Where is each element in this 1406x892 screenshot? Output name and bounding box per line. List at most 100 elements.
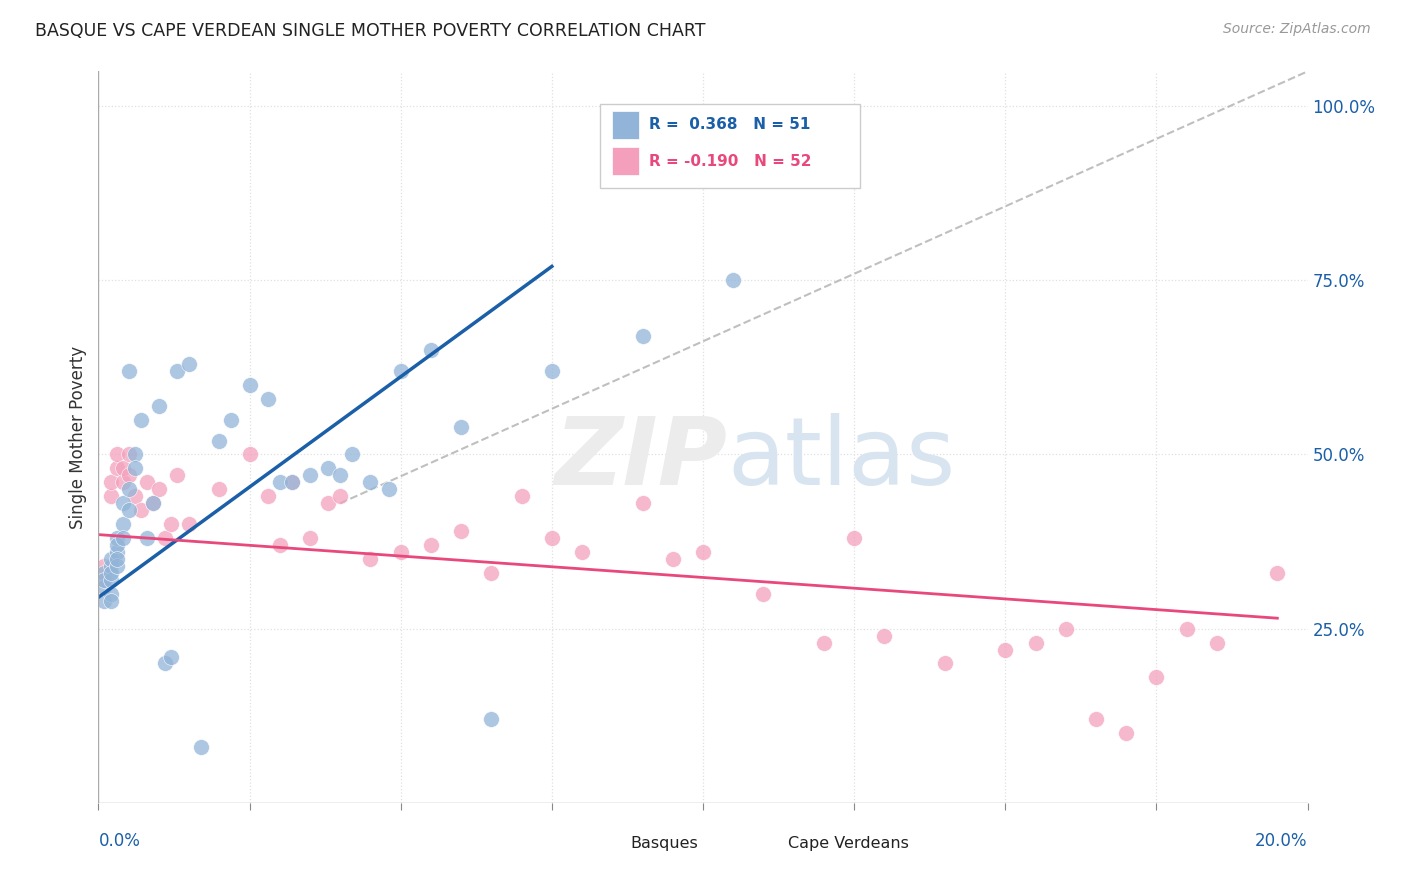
Point xyxy=(420,538,443,552)
Point xyxy=(1085,712,1108,726)
Point xyxy=(105,461,128,475)
Point xyxy=(389,364,412,378)
Point xyxy=(93,573,115,587)
Point xyxy=(153,531,176,545)
Point xyxy=(329,468,352,483)
Point xyxy=(105,531,128,545)
Point xyxy=(100,552,122,566)
Point xyxy=(342,448,364,462)
Text: atlas: atlas xyxy=(727,413,956,505)
Point xyxy=(420,343,443,357)
Point xyxy=(100,475,122,490)
Text: Cape Verdeans: Cape Verdeans xyxy=(787,836,908,851)
Point xyxy=(105,552,128,566)
Text: R = -0.190   N = 52: R = -0.190 N = 52 xyxy=(648,153,811,169)
Point xyxy=(1206,635,1229,649)
Point xyxy=(190,740,212,755)
Point xyxy=(93,594,115,608)
Point xyxy=(540,364,562,378)
Point xyxy=(135,475,157,490)
Point xyxy=(166,468,188,483)
Point xyxy=(100,587,122,601)
Point xyxy=(129,503,152,517)
Point xyxy=(269,538,291,552)
Point xyxy=(631,496,654,510)
Point xyxy=(540,531,562,545)
Point xyxy=(100,573,122,587)
Point xyxy=(389,545,412,559)
Point xyxy=(360,552,382,566)
FancyBboxPatch shape xyxy=(613,111,638,138)
Point xyxy=(844,531,866,545)
Y-axis label: Single Mother Poverty: Single Mother Poverty xyxy=(69,345,87,529)
Text: R =  0.368   N = 51: R = 0.368 N = 51 xyxy=(648,117,810,132)
Point xyxy=(93,558,115,573)
Point xyxy=(256,489,278,503)
FancyBboxPatch shape xyxy=(613,147,638,175)
Point xyxy=(100,489,122,503)
Point xyxy=(221,412,243,426)
Point xyxy=(160,517,183,532)
Point xyxy=(129,412,152,426)
Point xyxy=(111,461,134,475)
Point xyxy=(105,538,128,552)
Point xyxy=(239,448,262,462)
Point xyxy=(281,475,304,490)
Point xyxy=(934,657,956,671)
Point xyxy=(124,448,146,462)
Point xyxy=(723,273,745,287)
Point xyxy=(1267,566,1289,580)
Point xyxy=(256,392,278,406)
Point xyxy=(148,483,170,497)
Text: BASQUE VS CAPE VERDEAN SINGLE MOTHER POVERTY CORRELATION CHART: BASQUE VS CAPE VERDEAN SINGLE MOTHER POV… xyxy=(35,22,706,40)
Point xyxy=(148,399,170,413)
Point xyxy=(1175,622,1198,636)
Point xyxy=(179,357,201,371)
Point xyxy=(360,475,382,490)
Point xyxy=(118,364,141,378)
Text: Basques: Basques xyxy=(630,836,699,851)
Point xyxy=(481,566,503,580)
Point xyxy=(118,468,141,483)
Point xyxy=(124,461,146,475)
Point xyxy=(377,483,399,497)
Point xyxy=(105,448,128,462)
Point xyxy=(510,489,533,503)
Point xyxy=(142,496,165,510)
Point xyxy=(142,496,165,510)
Point xyxy=(118,503,141,517)
Point xyxy=(124,489,146,503)
Point xyxy=(208,434,231,448)
Point xyxy=(316,496,339,510)
Text: ZIP: ZIP xyxy=(554,413,727,505)
Point xyxy=(100,594,122,608)
Point xyxy=(93,580,115,594)
FancyBboxPatch shape xyxy=(600,104,860,188)
Point xyxy=(239,377,262,392)
Point xyxy=(1144,670,1167,684)
Point xyxy=(631,329,654,343)
Point xyxy=(481,712,503,726)
Point xyxy=(329,489,352,503)
Point xyxy=(135,531,157,545)
FancyBboxPatch shape xyxy=(754,833,780,856)
Point xyxy=(179,517,201,532)
Point xyxy=(1024,635,1046,649)
Point xyxy=(100,566,122,580)
Point xyxy=(994,642,1017,657)
Point xyxy=(100,558,122,573)
Point xyxy=(105,545,128,559)
Point xyxy=(571,545,593,559)
Point xyxy=(160,649,183,664)
Point xyxy=(105,558,128,573)
Point xyxy=(1054,622,1077,636)
Point xyxy=(118,483,141,497)
Point xyxy=(316,461,339,475)
Point xyxy=(692,545,714,559)
Point xyxy=(752,587,775,601)
Point xyxy=(93,566,115,580)
FancyBboxPatch shape xyxy=(596,833,623,856)
Point xyxy=(111,531,134,545)
Point xyxy=(450,419,472,434)
Point xyxy=(661,552,683,566)
